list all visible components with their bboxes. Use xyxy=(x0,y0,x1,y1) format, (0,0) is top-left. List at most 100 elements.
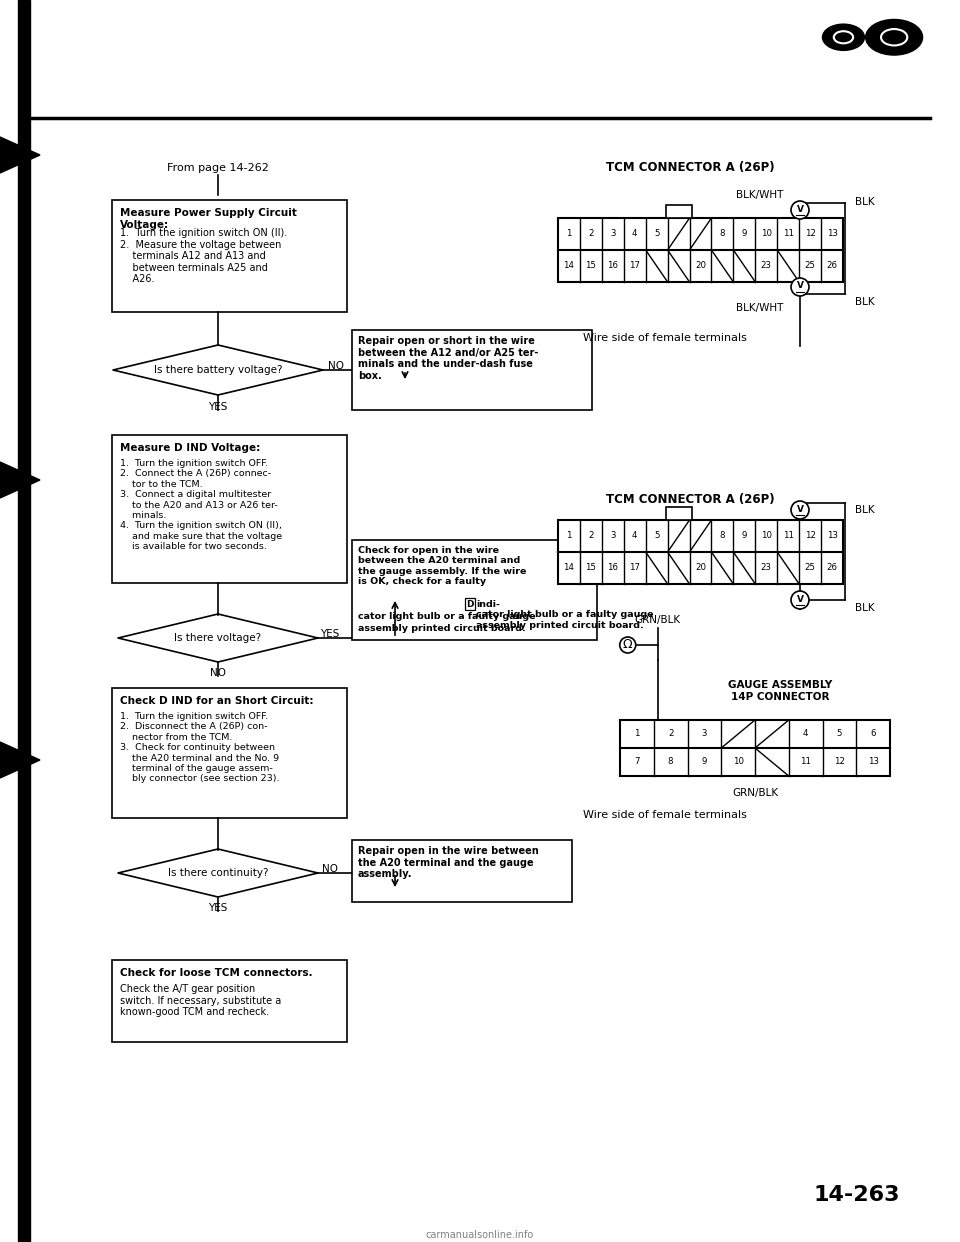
Text: TCM CONNECTOR A (26P): TCM CONNECTOR A (26P) xyxy=(606,161,775,174)
Text: 6: 6 xyxy=(871,729,876,739)
Polygon shape xyxy=(0,741,40,777)
Circle shape xyxy=(881,29,907,46)
Bar xyxy=(18,0,30,1242)
Text: Ω: Ω xyxy=(623,638,633,652)
Text: 26: 26 xyxy=(827,564,837,573)
Text: From page 14-262: From page 14-262 xyxy=(167,163,269,173)
Text: 13: 13 xyxy=(827,230,837,238)
Text: V: V xyxy=(797,282,804,291)
Text: Check for loose TCM connectors.: Check for loose TCM connectors. xyxy=(120,968,313,977)
Text: Is there battery voltage?: Is there battery voltage? xyxy=(154,365,282,375)
Text: 25: 25 xyxy=(804,564,816,573)
Text: Repair open or short in the wire
between the A12 and/or A25 ter-
minals and the : Repair open or short in the wire between… xyxy=(358,337,539,381)
Text: 12: 12 xyxy=(834,758,845,766)
Circle shape xyxy=(866,20,923,55)
Text: GAUGE ASSEMBLY
14P CONNECTOR: GAUGE ASSEMBLY 14P CONNECTOR xyxy=(728,681,832,702)
Text: 17: 17 xyxy=(629,262,640,271)
Text: NO: NO xyxy=(210,668,226,678)
Text: 20: 20 xyxy=(695,564,706,573)
Text: 2: 2 xyxy=(588,532,593,540)
Text: YES: YES xyxy=(208,402,228,412)
Text: 14-263: 14-263 xyxy=(813,1185,900,1205)
Text: YES: YES xyxy=(321,628,340,638)
Text: 20: 20 xyxy=(695,262,706,271)
Text: 23: 23 xyxy=(760,564,772,573)
Text: 2: 2 xyxy=(668,729,673,739)
Text: 15: 15 xyxy=(586,564,596,573)
Bar xyxy=(465,597,475,610)
Text: 8: 8 xyxy=(720,230,725,238)
Text: 12: 12 xyxy=(804,532,816,540)
Text: 1.  Turn the ignition switch ON (II).
2.  Measure the voltage between
    termin: 1. Turn the ignition switch ON (II). 2. … xyxy=(120,229,287,284)
Text: 10: 10 xyxy=(732,758,744,766)
Bar xyxy=(352,840,572,902)
Text: Check D IND for an Short Circuit:: Check D IND for an Short Circuit: xyxy=(120,696,314,705)
Text: V: V xyxy=(797,595,804,604)
Text: 9: 9 xyxy=(742,532,747,540)
Text: indi-
cator light bulb or a faulty gauge
assembly printed circuit board.: indi- cator light bulb or a faulty gauge… xyxy=(476,600,654,630)
Bar xyxy=(352,540,597,640)
Text: 4: 4 xyxy=(803,729,808,739)
Text: 4: 4 xyxy=(632,230,637,238)
Text: V: V xyxy=(797,504,804,513)
Text: 7: 7 xyxy=(635,758,639,766)
Text: 13: 13 xyxy=(868,758,878,766)
Text: TCM CONNECTOR A (26P): TCM CONNECTOR A (26P) xyxy=(606,493,775,507)
Circle shape xyxy=(823,24,864,51)
Circle shape xyxy=(791,201,809,219)
Text: 1.  Turn the ignition switch OFF.
2.  Disconnect the A (26P) con-
    nector fro: 1. Turn the ignition switch OFF. 2. Disc… xyxy=(120,712,279,784)
Text: 1: 1 xyxy=(566,532,572,540)
Bar xyxy=(112,960,347,1042)
Text: 5: 5 xyxy=(654,230,660,238)
Polygon shape xyxy=(0,137,40,173)
Text: NO: NO xyxy=(322,864,338,874)
Bar xyxy=(558,520,843,584)
Text: 14: 14 xyxy=(564,262,574,271)
Polygon shape xyxy=(0,462,40,498)
Text: 17: 17 xyxy=(629,564,640,573)
Text: 11: 11 xyxy=(782,230,794,238)
Text: 26: 26 xyxy=(827,262,837,271)
Circle shape xyxy=(834,31,853,43)
Text: 10: 10 xyxy=(760,230,772,238)
Text: 1: 1 xyxy=(566,230,572,238)
Text: 11: 11 xyxy=(782,532,794,540)
Text: BLK/WHT: BLK/WHT xyxy=(736,303,783,313)
Bar xyxy=(665,205,691,219)
Bar xyxy=(112,688,347,818)
Text: 15: 15 xyxy=(586,262,596,271)
Text: Is there continuity?: Is there continuity? xyxy=(168,868,268,878)
Text: 2: 2 xyxy=(588,230,593,238)
Text: BLK: BLK xyxy=(855,297,875,307)
Bar xyxy=(665,507,691,520)
Text: 3: 3 xyxy=(610,230,615,238)
Circle shape xyxy=(620,637,636,653)
Text: Measure Power Supply Circuit
Voltage:: Measure Power Supply Circuit Voltage: xyxy=(120,207,297,230)
Text: assembly printed circuit board.: assembly printed circuit board. xyxy=(358,623,526,633)
Text: 4: 4 xyxy=(632,532,637,540)
Text: Is there voltage?: Is there voltage? xyxy=(175,633,261,643)
Text: 16: 16 xyxy=(608,262,618,271)
Text: 3: 3 xyxy=(610,532,615,540)
Text: 5: 5 xyxy=(836,729,842,739)
Circle shape xyxy=(851,10,938,65)
Bar xyxy=(352,330,592,410)
Text: 5: 5 xyxy=(654,532,660,540)
Text: Repair open in the wire between
the A20 terminal and the gauge
assembly.: Repair open in the wire between the A20 … xyxy=(358,846,539,879)
Bar xyxy=(558,219,843,282)
Text: 9: 9 xyxy=(702,758,708,766)
Text: D: D xyxy=(467,600,473,609)
Text: BLK: BLK xyxy=(855,197,875,207)
Text: YES: YES xyxy=(208,903,228,913)
Text: 12: 12 xyxy=(804,230,816,238)
Text: Wire side of female terminals: Wire side of female terminals xyxy=(583,810,747,820)
Text: 1.  Turn the ignition switch OFF.
2.  Connect the A (26P) connec-
    tor to the: 1. Turn the ignition switch OFF. 2. Conn… xyxy=(120,460,282,551)
Text: Measure D IND Voltage:: Measure D IND Voltage: xyxy=(120,443,260,453)
Text: carmanualsonline.info: carmanualsonline.info xyxy=(426,1230,534,1240)
Text: V: V xyxy=(797,205,804,214)
Circle shape xyxy=(811,17,876,57)
Text: Check the A/T gear position
switch. If necessary, substitute a
known-good TCM an: Check the A/T gear position switch. If n… xyxy=(120,984,281,1017)
Circle shape xyxy=(791,501,809,519)
Text: Wire side of female terminals: Wire side of female terminals xyxy=(583,333,747,343)
Text: 3: 3 xyxy=(702,729,708,739)
